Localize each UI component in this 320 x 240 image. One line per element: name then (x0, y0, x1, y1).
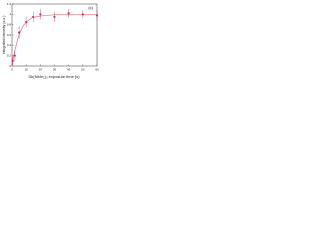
point (95, 14, 99, 17)
y-tick-label: 1 (9, 12, 11, 16)
x-tick-label: 0 (11, 67, 13, 71)
y-tick-label: 0.8 (7, 22, 12, 26)
point (32, 15, 35, 19)
y-axis-label: Integrated intensity (a.u.) (2, 16, 6, 55)
y-tick-label: 1.2 (7, 2, 12, 6)
chart: (c) Sb(NMe₂)₃ exposure time (s) Integrat… (2, 2, 99, 79)
fit-curve (11, 14, 97, 66)
point (53, 15, 56, 19)
y-tick-label: 0.4 (7, 43, 12, 47)
point (13, 54, 16, 57)
y-tick-label: 0 (9, 64, 11, 68)
x-tick-label: 60 (95, 67, 99, 71)
y-tick-label: 0.6 (7, 33, 12, 37)
point (39, 13, 42, 16)
x-tick-label: 30 (53, 67, 57, 71)
y-tick-label: 0.2 (7, 53, 12, 57)
x-tick-label: 40 (67, 67, 71, 71)
x-tick-label: 50 (81, 67, 85, 71)
x-axis-label: Sb(NMe₂)₃ exposure time (s) (28, 74, 80, 79)
x-tick-label: 20 (39, 67, 43, 71)
x-tick-label: 10 (24, 67, 28, 71)
point (17, 31, 21, 34)
point (81, 13, 84, 16)
point (11, 59, 14, 62)
point (25, 20, 28, 24)
point (67, 12, 70, 15)
panel-label: (c) (88, 5, 93, 10)
